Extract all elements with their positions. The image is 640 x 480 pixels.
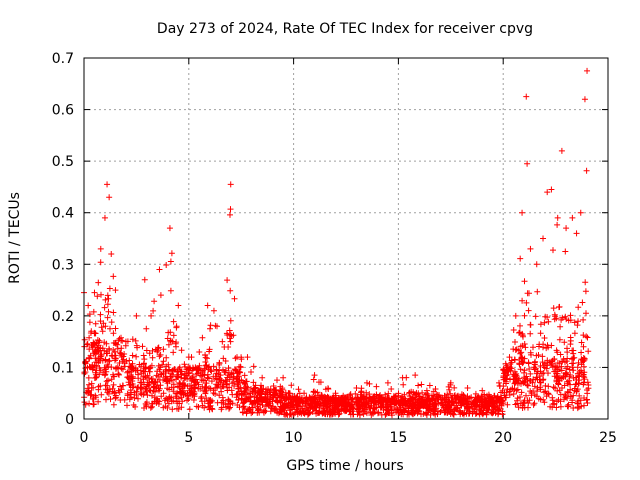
data-point [97,245,104,252]
data-point [533,261,540,268]
data-point [353,385,360,392]
data-point [175,302,182,309]
data-point [527,245,534,252]
x-tick-label: 25 [599,430,617,446]
data-point [141,276,148,283]
y-tick-label: 0.1 [52,360,74,376]
x-tick-label: 5 [184,430,193,446]
scatter-cloud [81,160,592,419]
data-point [108,250,115,257]
data-point [479,387,486,394]
data-point [301,390,308,397]
data-point [185,354,192,361]
y-tick-label: 0.2 [52,309,74,325]
x-tick-label: 15 [389,430,407,446]
data-point [332,390,339,397]
data-point [280,374,287,381]
data-point [234,354,241,361]
data-point [106,194,113,201]
x-tick-label: 0 [80,430,89,446]
data-point [548,186,555,193]
data-point [558,147,565,154]
data-point [506,354,513,361]
data-point [447,379,454,386]
x-axis-label: GPS time / hours [286,458,403,474]
data-point [122,338,129,345]
x-tick-label: 10 [285,430,303,446]
data-point [133,312,140,319]
data-point [196,348,203,355]
data-point [148,312,155,319]
data-point [569,214,576,221]
data-point [573,230,580,237]
data-point [204,302,211,309]
data-point [496,379,503,386]
data-point [91,289,98,296]
y-tick-label: 0 [65,412,74,428]
data-points [81,67,592,419]
x-tick-labels: 0 5 10 15 20 25 [80,430,617,446]
data-point [384,379,391,386]
data-point [426,382,433,389]
data-point [210,307,217,314]
data-point [577,209,584,216]
data-point [554,214,561,221]
data-point [227,181,234,188]
y-tick-label: 0.3 [52,257,74,273]
data-point [412,372,419,379]
data-point [85,302,92,309]
y-tick-label: 0.6 [52,103,74,119]
data-point [156,266,163,273]
data-point [544,189,551,196]
data-point [112,287,119,294]
data-point [104,181,111,188]
y-tick-label: 0.5 [52,154,74,170]
data-point [540,235,547,242]
data-point [259,374,266,381]
plot-frame [83,57,609,420]
data-point [464,385,471,392]
data-point [101,214,108,221]
data-point [523,93,530,100]
data-point [311,372,318,379]
data-point [519,209,526,216]
data-point [584,67,591,74]
y-tick-labels: 0 0.1 0.2 0.3 0.4 0.5 0.6 0.7 [52,51,74,428]
data-point [581,96,588,103]
y-tick-label: 0.7 [52,51,74,67]
data-point [563,225,570,232]
data-point [399,374,406,381]
y-axis-label: ROTI / TECUs [7,192,23,284]
x-tick-label: 20 [494,430,512,446]
grid-lines [84,58,608,419]
data-point [512,312,519,319]
y-tick-label: 0.4 [52,206,74,222]
data-point [363,379,370,386]
data-point [244,354,251,361]
data-point [166,225,173,232]
data-point [219,338,226,345]
chart-title: Day 273 of 2024, Rate Of TEC Index for r… [157,21,533,37]
